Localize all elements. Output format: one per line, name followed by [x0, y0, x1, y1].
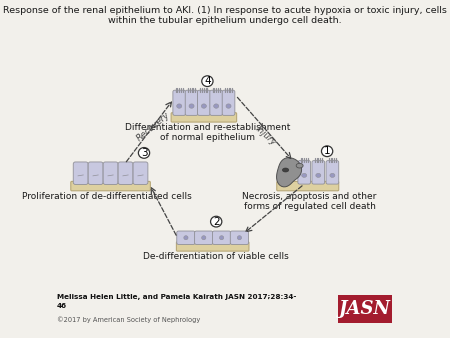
- Text: within the tubular epithelium undergo cell death.: within the tubular epithelium undergo ce…: [108, 17, 342, 25]
- Text: JASN: JASN: [339, 300, 391, 318]
- Text: 46: 46: [57, 303, 67, 309]
- FancyBboxPatch shape: [173, 90, 185, 115]
- FancyBboxPatch shape: [177, 231, 195, 244]
- FancyBboxPatch shape: [133, 162, 148, 185]
- FancyBboxPatch shape: [210, 90, 223, 115]
- Text: Necrosis, apoptosis and other
forms of regulated cell death: Necrosis, apoptosis and other forms of r…: [242, 192, 377, 211]
- FancyBboxPatch shape: [298, 161, 310, 184]
- FancyBboxPatch shape: [326, 161, 339, 184]
- Text: Melissa Helen Little, and Pamela Kairath JASN 2017;28:34-: Melissa Helen Little, and Pamela Kairath…: [57, 294, 296, 300]
- Circle shape: [139, 148, 150, 158]
- FancyBboxPatch shape: [194, 231, 213, 244]
- Ellipse shape: [330, 173, 335, 177]
- Text: Differentiation and re-establishment
of normal epithelium: Differentiation and re-establishment of …: [125, 123, 290, 143]
- FancyBboxPatch shape: [176, 242, 249, 251]
- Text: Proliferation of de-differentiated cells: Proliferation of de-differentiated cells: [22, 192, 192, 201]
- FancyBboxPatch shape: [103, 162, 118, 185]
- Ellipse shape: [189, 104, 194, 108]
- Ellipse shape: [177, 104, 182, 108]
- FancyBboxPatch shape: [185, 90, 198, 115]
- Text: 3: 3: [141, 148, 147, 158]
- Ellipse shape: [316, 173, 321, 177]
- Text: De-differentiation of viable cells: De-differentiation of viable cells: [143, 252, 289, 261]
- Text: Response of the renal epithelium to AKI. (1) In response to acute hypoxia or tox: Response of the renal epithelium to AKI.…: [3, 6, 447, 16]
- FancyBboxPatch shape: [222, 90, 235, 115]
- FancyBboxPatch shape: [230, 231, 248, 244]
- Text: 1: 1: [324, 146, 330, 156]
- FancyBboxPatch shape: [212, 231, 231, 244]
- FancyBboxPatch shape: [71, 182, 150, 191]
- FancyBboxPatch shape: [198, 90, 210, 115]
- Circle shape: [202, 236, 206, 240]
- Text: 4: 4: [204, 76, 211, 86]
- Text: ©2017 by American Society of Nephrology: ©2017 by American Society of Nephrology: [57, 316, 200, 323]
- Ellipse shape: [226, 104, 231, 108]
- Ellipse shape: [214, 104, 219, 108]
- Polygon shape: [296, 163, 303, 168]
- Text: Recovery: Recovery: [135, 111, 171, 143]
- Circle shape: [321, 146, 333, 156]
- FancyBboxPatch shape: [338, 295, 392, 323]
- Circle shape: [220, 236, 224, 240]
- Ellipse shape: [283, 168, 289, 172]
- FancyBboxPatch shape: [312, 161, 324, 184]
- Text: Injury: Injury: [253, 124, 278, 147]
- Circle shape: [184, 236, 188, 240]
- Circle shape: [211, 216, 222, 227]
- Ellipse shape: [201, 104, 207, 108]
- FancyBboxPatch shape: [118, 162, 133, 185]
- FancyBboxPatch shape: [73, 162, 88, 185]
- Text: 2: 2: [213, 217, 220, 227]
- FancyBboxPatch shape: [88, 162, 103, 185]
- Ellipse shape: [302, 173, 307, 177]
- FancyBboxPatch shape: [277, 182, 339, 191]
- Circle shape: [237, 236, 242, 240]
- Polygon shape: [277, 158, 302, 187]
- FancyBboxPatch shape: [171, 113, 237, 122]
- Circle shape: [202, 76, 213, 87]
